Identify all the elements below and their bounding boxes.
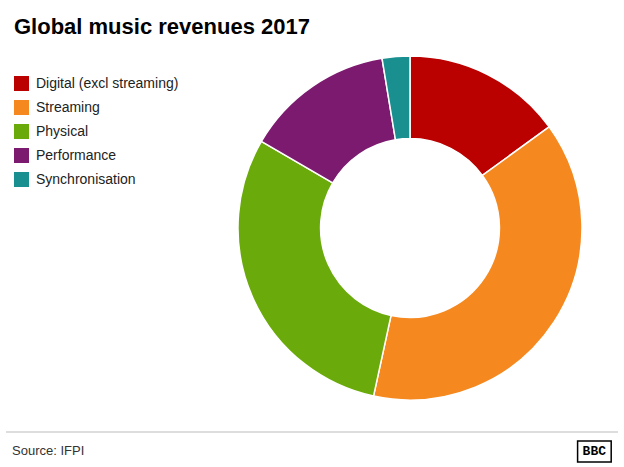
separator	[6, 432, 618, 433]
legend-label: Physical	[36, 123, 88, 139]
source: Source: IFPI	[12, 443, 84, 458]
legend-label: Synchronisation	[36, 171, 136, 187]
badge-box	[578, 441, 612, 462]
badge: BBC	[578, 441, 612, 462]
legend-swatch	[14, 148, 29, 163]
legend-label: Streaming	[36, 99, 100, 115]
slices	[238, 56, 582, 400]
legend-label: Digital (excl streaming)	[36, 75, 178, 91]
slice	[374, 127, 582, 400]
slice	[382, 56, 410, 140]
legend: Digital (excl streaming) Streaming Physica…	[14, 75, 178, 187]
legend-swatch	[14, 100, 29, 115]
legend-label: Performance	[36, 147, 116, 163]
legend-swatch	[14, 124, 29, 139]
slice	[238, 141, 391, 396]
legend-swatch	[14, 76, 29, 91]
title: Global music revenues 2017	[14, 14, 310, 39]
background	[0, 0, 624, 467]
badge-text: BBC	[583, 444, 607, 459]
chart: Global music revenues 2017 Digital (excl …	[0, 0, 624, 467]
legend-swatch	[14, 172, 29, 187]
slice	[261, 58, 395, 183]
